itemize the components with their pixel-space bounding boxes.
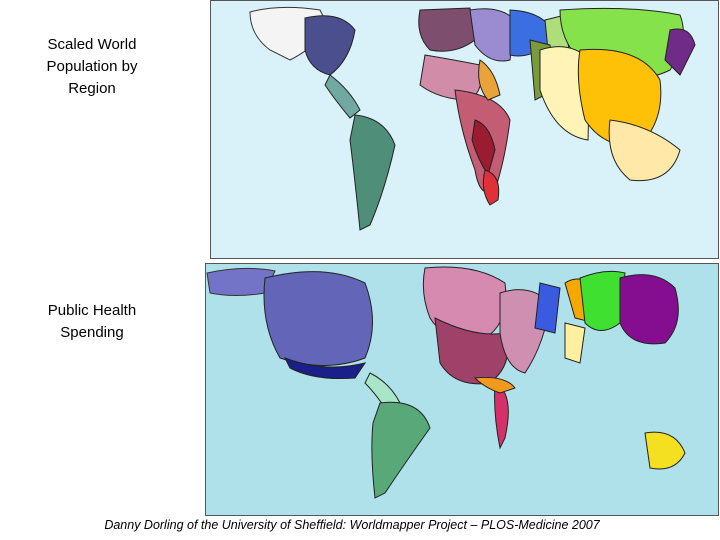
landmasses	[249, 6, 696, 231]
population-cartogram	[210, 0, 719, 259]
source-caption: Danny Dorling of the University of Sheff…	[104, 518, 600, 532]
health-spending-cartogram	[205, 263, 719, 516]
map-label: Public Health Spending	[47, 302, 137, 341]
map-label: Scaled World Population by Region	[46, 36, 138, 97]
landmasses	[206, 266, 686, 499]
